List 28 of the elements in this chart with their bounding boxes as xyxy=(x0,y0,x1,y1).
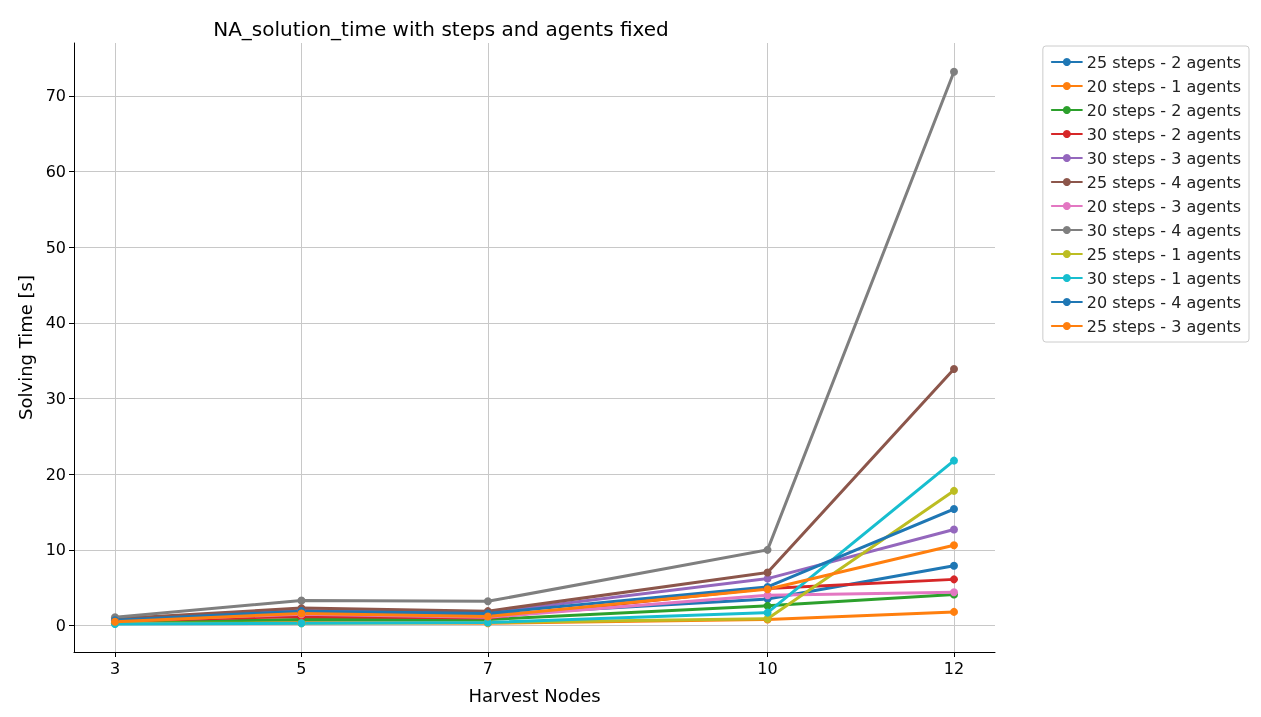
x-axis-title: Harvest Nodes xyxy=(468,684,601,706)
y-tick-label: 0 xyxy=(55,616,66,636)
y-tick-label: 70 xyxy=(45,86,66,106)
legend-label: 30 steps - 3 agents xyxy=(1086,148,1241,168)
x-tick-label: 10 xyxy=(757,658,778,678)
legend-label: 20 steps - 4 agents xyxy=(1086,292,1241,312)
legend-label: 25 steps - 2 agents xyxy=(1086,52,1241,72)
y-tick-label: 60 xyxy=(45,162,66,182)
x-tick-label: 12 xyxy=(943,658,965,678)
legend-label: 20 steps - 3 agents xyxy=(1086,196,1241,216)
y-tick-label: 30 xyxy=(45,389,66,409)
legend-label: 20 steps - 2 agents xyxy=(1086,100,1241,120)
x-tick-label: 5 xyxy=(296,658,307,678)
x-tick-label: 3 xyxy=(109,658,121,678)
legend-label: 20 steps - 1 agents xyxy=(1086,76,1241,96)
legend-label: 25 steps - 1 agents xyxy=(1086,244,1241,264)
legend-label: 30 steps - 4 agents xyxy=(1086,220,1241,240)
y-axis-title: Solving Time [s] xyxy=(14,275,36,420)
legend-label: 30 steps - 2 agents xyxy=(1086,124,1241,144)
y-tick-label: 40 xyxy=(45,313,66,333)
y-tick-label: 10 xyxy=(45,540,66,560)
x-tick-label: 7 xyxy=(482,658,493,678)
y-tick-label: 20 xyxy=(45,464,66,484)
legend-label: 25 steps - 3 agents xyxy=(1086,316,1241,336)
y-tick-label: 50 xyxy=(45,237,66,257)
legend-label: 25 steps - 4 agents xyxy=(1086,172,1241,192)
legend-label: 30 steps - 1 agents xyxy=(1086,268,1241,288)
chart-title: NA_solution_time with steps and agents fixed xyxy=(213,17,669,41)
